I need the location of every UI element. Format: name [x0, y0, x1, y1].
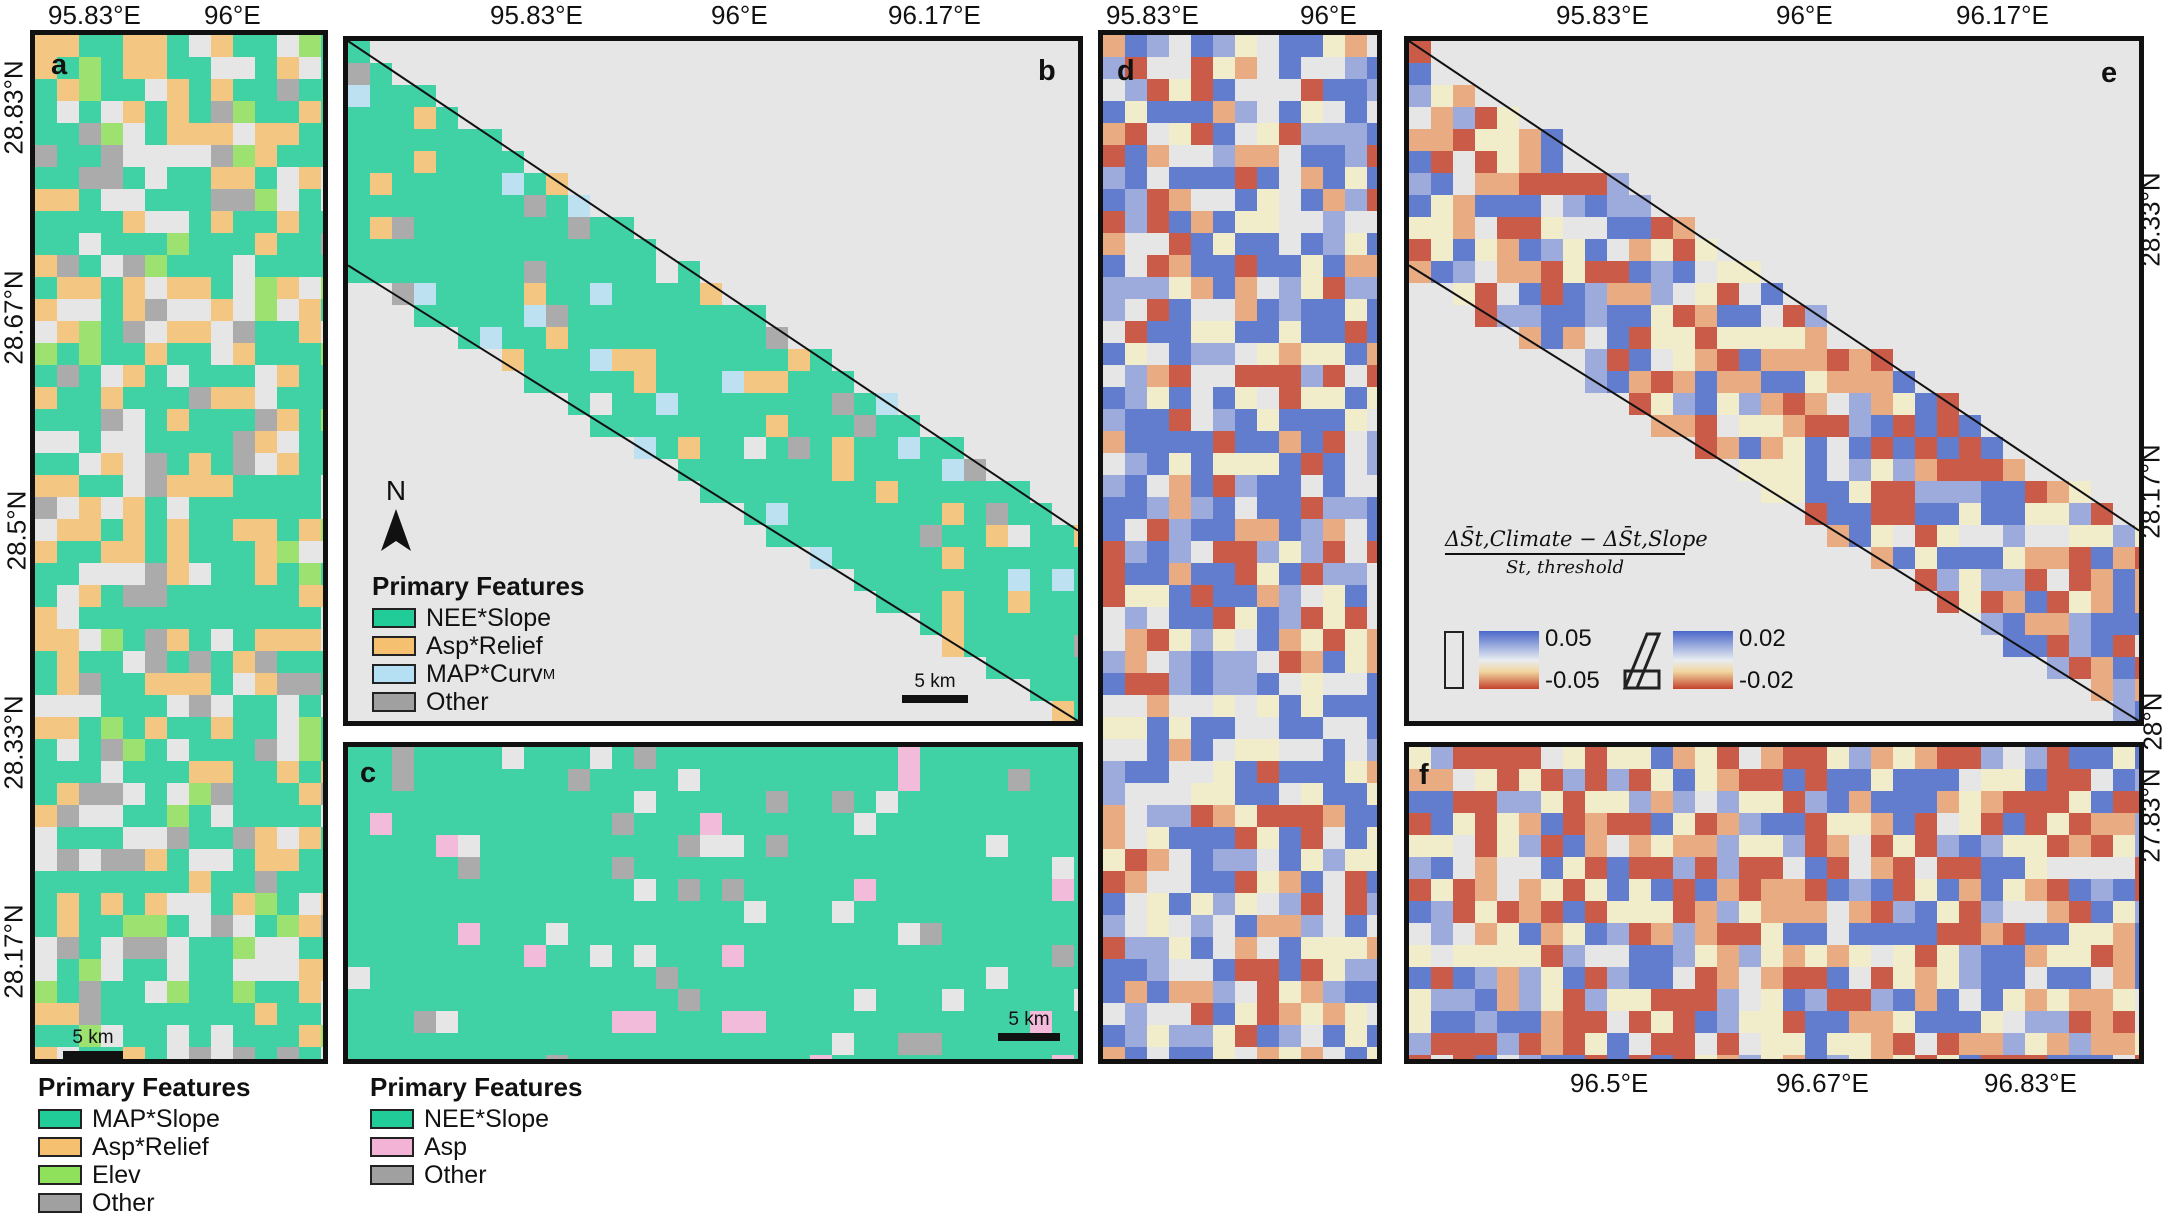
panel-label: c — [360, 757, 377, 789]
legend-a: Primary Features MAP*Slope Asp*Relief El… — [38, 1072, 250, 1217]
scale-bar-label: 5 km — [1008, 1009, 1050, 1030]
raster-grid — [1409, 747, 2139, 1059]
ramp-min: -0.02 — [1739, 667, 1794, 694]
formula: ΔS̄t,Climate − ΔS̄t,Slope St, threshold — [1445, 527, 1708, 578]
legend-label: Elev — [92, 1160, 141, 1189]
x-tick: 96.83°E — [1984, 1068, 2077, 1098]
legend-item: MAP*Curv M — [372, 660, 584, 688]
y-tick: 28.83°N — [0, 60, 29, 155]
legend-item: Other — [372, 688, 584, 716]
panel-b-map: b N Primary Features NEE*Slope Asp*Relie… — [343, 36, 1083, 726]
x-tick: 96.5°E — [1570, 1068, 1649, 1098]
legend-swatch — [370, 1165, 414, 1185]
legend-label: Asp — [424, 1132, 468, 1161]
y-tick: 28.33°N — [0, 695, 29, 790]
legend-item: Other — [370, 1161, 582, 1189]
panel-label: f — [1419, 759, 1429, 791]
legend-item: Asp*Relief — [372, 632, 584, 660]
x-tick: 96.17°E — [888, 0, 981, 30]
parallelogram-symbol-icon — [1622, 632, 1662, 690]
x-tick: 95.83°E — [48, 0, 141, 30]
x-tick: 95.83°E — [1556, 0, 1649, 30]
legend-label: MAP*Curv — [426, 659, 543, 688]
ramp-max: 0.05 — [1545, 625, 1592, 652]
legend-swatch — [370, 1109, 414, 1129]
formula-denominator: St, threshold — [1505, 557, 1625, 578]
color-ramp — [1673, 631, 1733, 689]
panel-c-map: c 5 km — [343, 742, 1083, 1064]
legend-label: NEE*Slope — [426, 603, 552, 632]
y-tick: 28.5°N — [1, 490, 32, 571]
legend-c: Primary Features NEE*Slope Asp Other — [370, 1072, 582, 1189]
legend-subscript: M — [542, 665, 556, 683]
y-tick: 27.83°N — [2135, 768, 2166, 863]
scale-bar: 5 km — [998, 1009, 1060, 1041]
x-tick: 95.83°E — [490, 0, 583, 30]
north-arrow-icon — [381, 509, 411, 551]
panel-label: b — [1038, 55, 1056, 87]
scale-bar-label: 5 km — [72, 1027, 114, 1048]
legend-item: NEE*Slope — [372, 604, 584, 632]
raster-grid — [348, 41, 1078, 721]
legend-swatch — [372, 692, 416, 712]
legend-label: NEE*Slope — [424, 1104, 550, 1133]
legend-swatch — [370, 1137, 414, 1157]
legend-label: Asp*Relief — [426, 631, 543, 660]
y-tick: 28.17°N — [0, 904, 29, 999]
legend-swatch — [372, 664, 416, 684]
raster-grid — [1103, 35, 1377, 1059]
x-tick: 96°E — [1776, 0, 1833, 30]
raster-grid — [1409, 41, 2139, 721]
legend-swatch — [38, 1109, 82, 1129]
scale-bar: 5 km — [902, 671, 968, 703]
x-tick: 96.17°E — [1956, 0, 2049, 30]
legend-item: Other — [38, 1189, 250, 1217]
panel-d-map: d — [1098, 30, 1382, 1064]
color-ramp — [1479, 631, 1539, 689]
legend-label: MAP*Slope — [92, 1104, 220, 1133]
ramp-max: 0.02 — [1739, 625, 1786, 652]
legend-swatch — [372, 636, 416, 656]
legend-item: MAP*Slope — [38, 1105, 250, 1133]
legend-label: Other — [426, 687, 489, 716]
legend-item: Asp — [370, 1133, 582, 1161]
legend-item: NEE*Slope — [370, 1105, 582, 1133]
panel-label: a — [51, 49, 68, 81]
panel-label: d — [1117, 55, 1135, 87]
x-tick: 96°E — [204, 0, 261, 30]
y-tick: 28.33°N — [2135, 172, 2166, 267]
legend-item: Asp*Relief — [38, 1133, 250, 1161]
legend-swatch — [38, 1165, 82, 1185]
x-tick: 96°E — [711, 0, 768, 30]
legend-label: Other — [92, 1188, 155, 1217]
north-label: N — [385, 475, 407, 506]
x-tick: 96°E — [1300, 0, 1357, 30]
y-tick: 28.67°N — [0, 270, 29, 365]
raster-grid — [348, 747, 1078, 1059]
legend-swatch — [372, 608, 416, 628]
panel-f-map: f — [1404, 742, 2144, 1064]
x-tick: 95.83°E — [1106, 0, 1199, 30]
raster-grid — [35, 35, 323, 1059]
panel-label: e — [2101, 57, 2118, 89]
legend-label: Other — [424, 1160, 487, 1189]
y-tick: 28.17°N — [2135, 444, 2166, 539]
legend-swatch — [38, 1193, 82, 1213]
legend-title: Primary Features — [370, 1072, 583, 1102]
panel-e-map: e ΔS̄t,Climate − ΔS̄t,Slope St, threshol… — [1404, 36, 2144, 726]
legend-label: Asp*Relief — [92, 1132, 209, 1161]
north-arrow: N — [376, 475, 416, 560]
legend-b: Primary Features NEE*Slope Asp*Relief MA… — [372, 571, 584, 716]
scale-bar: 5 km — [63, 1027, 123, 1059]
x-tick: 96.67°E — [1776, 1068, 1869, 1098]
legend-title: Primary Features — [372, 571, 585, 601]
formula-numerator: ΔS̄t,Climate − ΔS̄t,Slope — [1445, 527, 1708, 555]
legend-item: Elev — [38, 1161, 250, 1189]
panel-a-map: a 5 km — [30, 30, 328, 1064]
ramp-min: -0.05 — [1545, 667, 1600, 694]
legend-title: Primary Features — [38, 1072, 251, 1102]
legend-swatch — [38, 1137, 82, 1157]
scale-bar-label: 5 km — [914, 671, 956, 692]
rect-symbol-icon — [1444, 631, 1464, 689]
